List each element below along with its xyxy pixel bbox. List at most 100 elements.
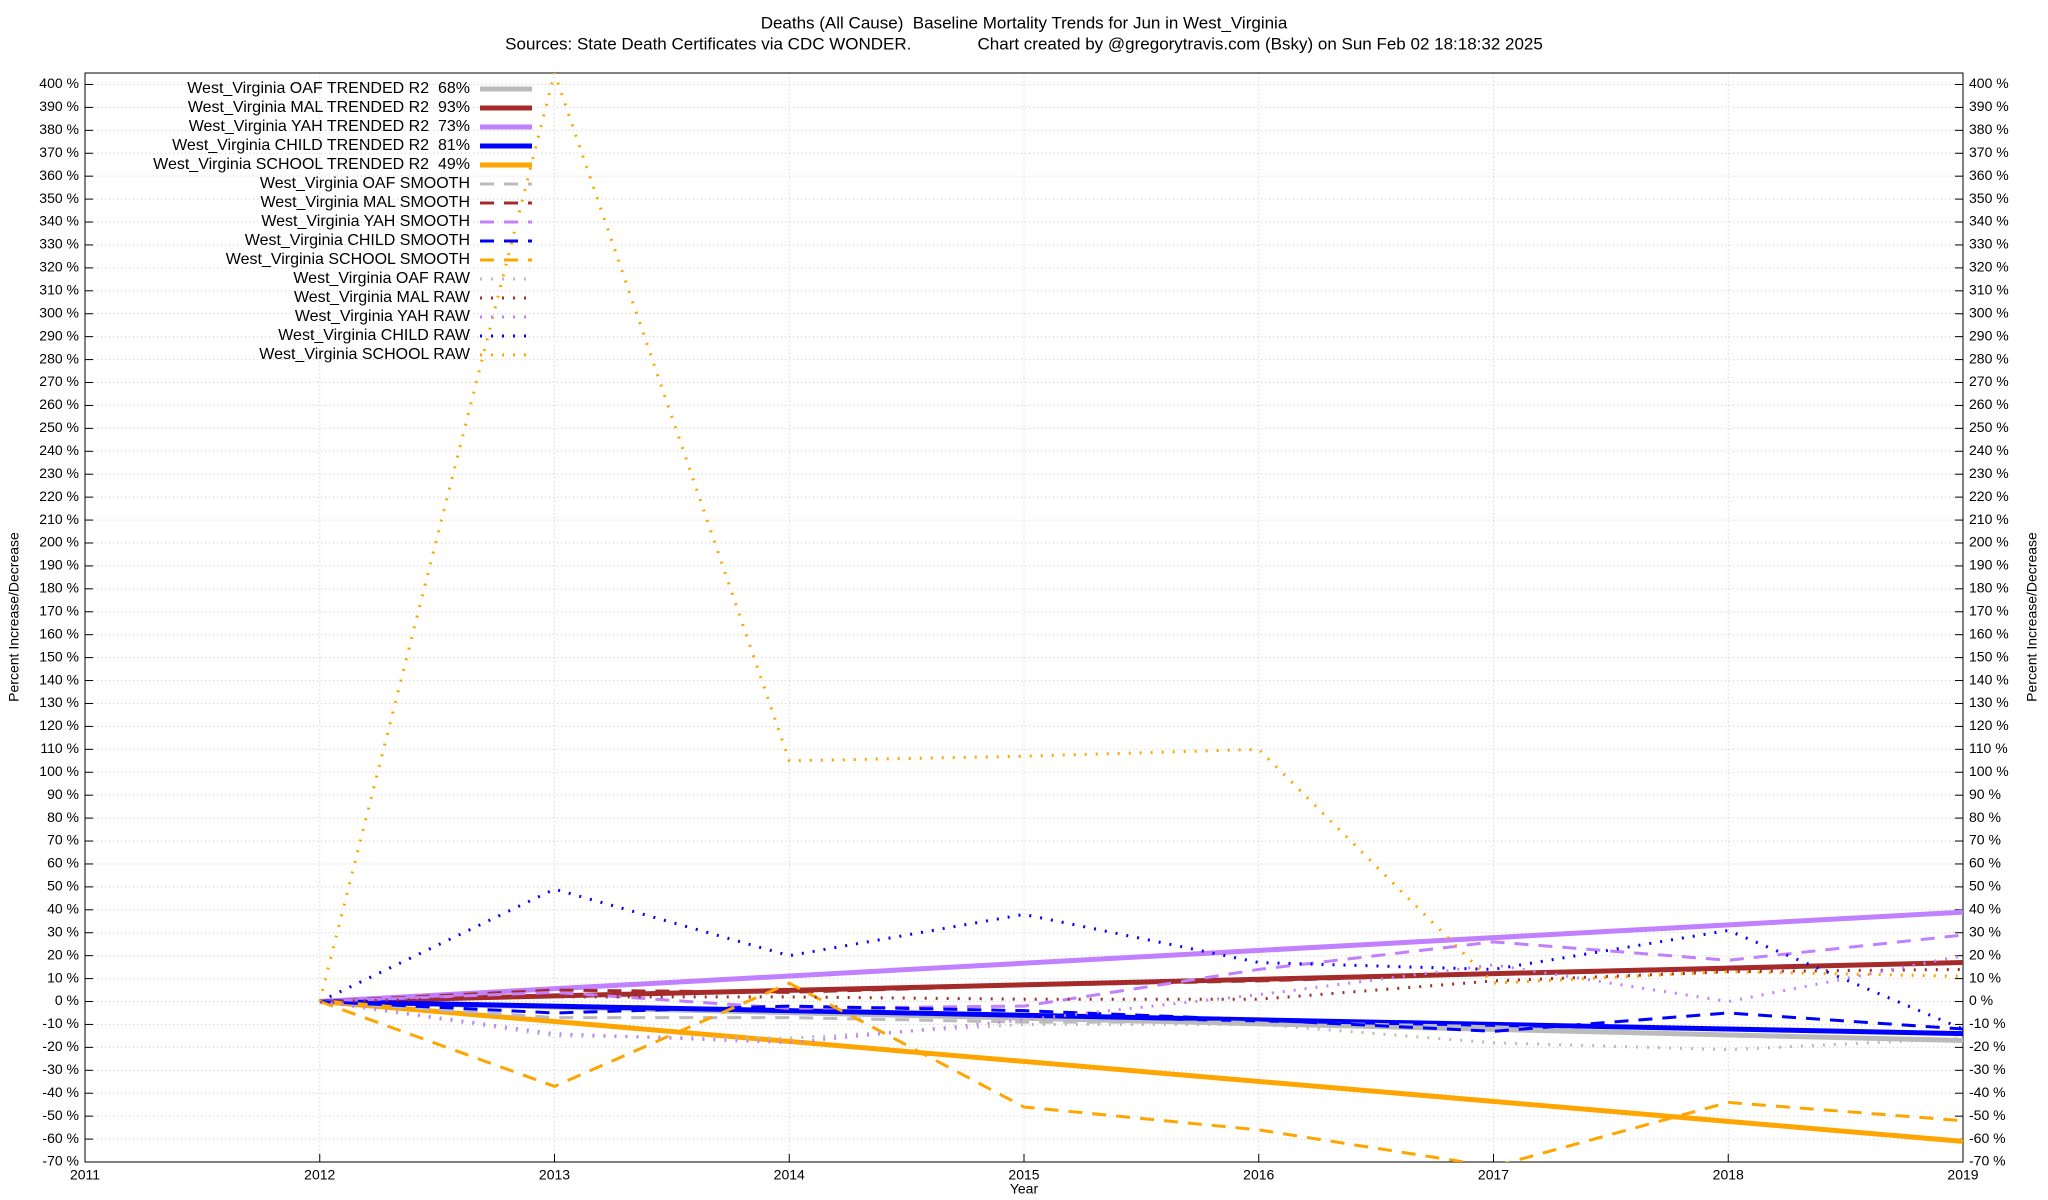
series-line xyxy=(319,1000,1963,1033)
legend-label: West_Virginia OAF RAW xyxy=(293,270,471,287)
y2-axis-label: Percent Increase/Decrease xyxy=(2024,532,2040,702)
y2-tick-label: 270 % xyxy=(1969,373,2009,389)
y2-tick-label: 310 % xyxy=(1969,282,2009,298)
y-axis-label: Percent Increase/Decrease xyxy=(6,532,22,702)
y-tick-label: 230 % xyxy=(39,465,79,481)
x-tick-label: 2012 xyxy=(304,1167,335,1183)
y2-tick-label: 250 % xyxy=(1969,419,2009,435)
y2-tick-label: 10 % xyxy=(1969,969,2001,985)
y-tick-label: 90 % xyxy=(47,786,79,802)
legend-label: West_Virginia YAH RAW xyxy=(295,308,471,325)
y2-tick-label: -20 % xyxy=(1969,1038,2006,1054)
y-tick-label: 360 % xyxy=(39,167,79,183)
y-tick-label: 20 % xyxy=(47,946,79,962)
y-tick-label: 70 % xyxy=(47,832,79,848)
y2-tick-label: 120 % xyxy=(1969,717,2009,733)
legend-label: West_Virginia MAL RAW xyxy=(294,289,471,306)
y2-tick-label: 180 % xyxy=(1969,580,2009,596)
series-line xyxy=(319,909,1963,1005)
y2-tick-label: 50 % xyxy=(1969,878,2001,894)
x-tick-label: 2019 xyxy=(1947,1167,1978,1183)
series-line xyxy=(319,999,1963,1144)
y2-tick-label: 400 % xyxy=(1969,75,2009,91)
y-tick-label: 370 % xyxy=(39,144,79,160)
y2-tick-label: 60 % xyxy=(1969,855,2001,871)
y-tick-label: 170 % xyxy=(39,602,79,618)
y2-tick-label: 280 % xyxy=(1969,350,2009,366)
y-tick-label: 310 % xyxy=(39,282,79,298)
y-tick-label: 40 % xyxy=(47,901,79,917)
y2-tick-label: 260 % xyxy=(1969,396,2009,412)
x-tick-label: 2016 xyxy=(1243,1167,1274,1183)
y2-tick-label: -30 % xyxy=(1969,1061,2006,1077)
y2-tick-label: 30 % xyxy=(1969,923,2001,939)
y-tick-label: 180 % xyxy=(39,580,79,596)
y2-tick-label: 370 % xyxy=(1969,144,2009,160)
x-tick-label: 2015 xyxy=(1008,1167,1039,1183)
y-tick-label: 240 % xyxy=(39,442,79,458)
y2-tick-label: 350 % xyxy=(1969,190,2009,206)
y2-tick-label: 190 % xyxy=(1969,557,2009,573)
x-tick-label: 2011 xyxy=(70,1167,100,1183)
legend-label: West_Virginia MAL SMOOTH xyxy=(260,194,470,211)
y-tick-label: 0 % xyxy=(55,992,79,1008)
y2-tick-label: 360 % xyxy=(1969,167,2009,183)
legend-label: West_Virginia SCHOOL SMOOTH xyxy=(226,251,470,268)
y-tick-label: 290 % xyxy=(39,327,79,343)
y2-tick-label: 0 % xyxy=(1969,992,1993,1008)
y2-tick-label: 170 % xyxy=(1969,602,2009,618)
y2-tick-label: -60 % xyxy=(1969,1130,2006,1146)
y-tick-label: 270 % xyxy=(39,373,79,389)
legend-label: West_Virginia CHILD TRENDED R2 81% xyxy=(172,137,470,154)
y-tick-label: 250 % xyxy=(39,419,79,435)
y-tick-label: 140 % xyxy=(39,671,79,687)
y2-tick-label: 110 % xyxy=(1969,740,2008,756)
legend-label: West_Virginia CHILD RAW xyxy=(278,327,471,344)
legend-label: West_Virginia SCHOOL TRENDED R2 49% xyxy=(153,156,470,173)
x-axis-label: Year xyxy=(1010,1181,1039,1197)
y-tick-label: 110 % xyxy=(40,740,79,756)
y2-tick-label: 240 % xyxy=(1969,442,2009,458)
chart-title: Deaths (All Cause) Baseline Mortality Tr… xyxy=(761,13,1288,32)
plot-area xyxy=(318,73,1963,1162)
y-tick-label: 30 % xyxy=(47,923,79,939)
y-tick-label: -70 % xyxy=(42,1153,79,1169)
y-tick-label: -40 % xyxy=(42,1084,79,1100)
y-tick-label: 320 % xyxy=(39,259,79,275)
y-tick-label: 280 % xyxy=(39,350,79,366)
y2-tick-label: 90 % xyxy=(1969,786,2001,802)
series-line xyxy=(318,73,1963,1002)
y-tick-label: -50 % xyxy=(42,1107,79,1123)
y-tick-label: 220 % xyxy=(39,488,79,504)
x-tick-label: 2014 xyxy=(774,1167,805,1183)
y2-tick-label: 150 % xyxy=(1969,648,2009,664)
y-tick-label: 50 % xyxy=(47,878,79,894)
x-tick-label: 2017 xyxy=(1478,1167,1509,1183)
y-tick-label: 260 % xyxy=(39,396,79,412)
y2-tick-label: 290 % xyxy=(1969,327,2009,343)
y2-tick-label: 300 % xyxy=(1969,304,2009,320)
y2-tick-label: 80 % xyxy=(1969,809,2001,825)
series-line xyxy=(319,933,1963,1010)
y-tick-label: 190 % xyxy=(39,557,79,573)
y2-tick-label: 380 % xyxy=(1969,121,2009,137)
y2-tick-label: 330 % xyxy=(1969,236,2009,252)
y2-tick-label: 40 % xyxy=(1969,901,2001,917)
y-tick-label: 390 % xyxy=(39,98,79,114)
y-tick-label: 350 % xyxy=(39,190,79,206)
y2-tick-label: 230 % xyxy=(1969,465,2009,481)
series-line xyxy=(319,999,1963,1037)
y-tick-label: 400 % xyxy=(39,75,79,91)
series-line xyxy=(319,1000,1963,1042)
y2-tick-label: 390 % xyxy=(1969,98,2009,114)
y-tick-label: 120 % xyxy=(39,717,79,733)
y2-tick-label: 160 % xyxy=(1969,625,2009,641)
y2-tick-label: 210 % xyxy=(1969,511,2009,527)
y-tick-label: -30 % xyxy=(42,1061,79,1077)
y2-tick-label: -10 % xyxy=(1969,1015,2006,1031)
chart-subtitle: Sources: State Death Certificates via CD… xyxy=(505,34,1543,53)
y-tick-label: 300 % xyxy=(39,304,79,320)
y2-tick-label: 200 % xyxy=(1969,534,2009,550)
